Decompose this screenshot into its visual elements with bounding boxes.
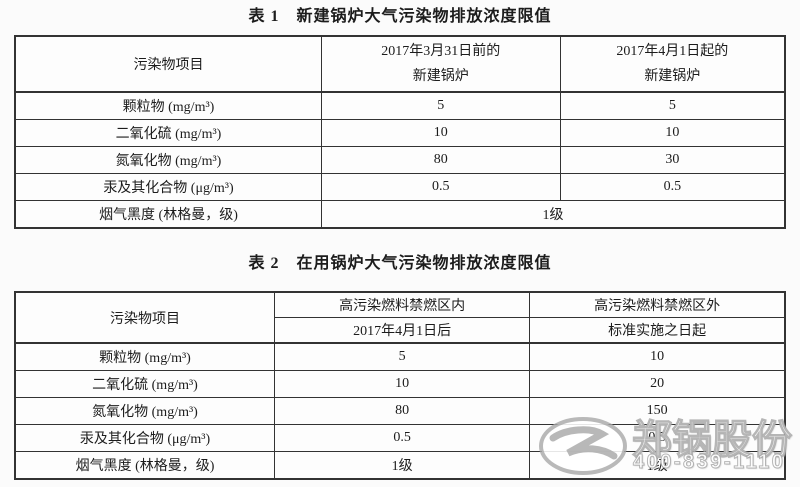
value-cell: 10 (559, 119, 786, 147)
value-cell: 5 (320, 91, 561, 120)
value-cell: 1级 (273, 451, 531, 480)
value-cell: 5 (559, 91, 786, 120)
table2-header-row1: 污染物项目 高污染燃料禁燃区内 高污染燃料禁燃区外 (14, 291, 786, 344)
header-line1: 2017年3月31日前的 (381, 44, 501, 59)
value-cell: 0.5 (273, 424, 531, 452)
table1-title: 表 1 新建锅炉大气污染物排放浓度限值 (248, 8, 552, 25)
value-cell: 80 (273, 397, 531, 425)
value-cell: 10 (273, 370, 531, 398)
pollutant-label: 二氧化硫 (mg/m³) (14, 119, 322, 147)
table2-header-inside-date: 2017年4月1日后 (273, 317, 531, 344)
pollutant-label: 汞及其化合物 (μg/m³) (14, 424, 275, 452)
table-row: 汞及其化合物 (μg/m³) 0.5 0.5 (14, 424, 786, 452)
table1-header-after: 2017年4月1日起的 新建锅炉 (559, 35, 786, 93)
table1-header-pollutant: 污染物项目 (14, 35, 322, 93)
pollutant-label: 烟气黑度 (林格曼，级) (14, 451, 275, 480)
value-cell: 0.5 (320, 173, 561, 201)
table-row: 颗粒物 (mg/m³) 5 5 (14, 91, 786, 120)
table1: 污染物项目 2017年3月31日前的 新建锅炉 2017年4月1日起的 新建锅炉… (14, 35, 786, 229)
value-cell: 150 (529, 397, 786, 425)
table2-header-outside-date: 标准实施之日起 (529, 317, 786, 344)
table-row: 二氧化硫 (mg/m³) 10 10 (14, 119, 786, 147)
table1-header-row: 污染物项目 2017年3月31日前的 新建锅炉 2017年4月1日起的 新建锅炉 (14, 35, 786, 93)
table-row: 氮氧化物 (mg/m³) 80 30 (14, 146, 786, 174)
table1-header-before: 2017年3月31日前的 新建锅炉 (320, 35, 561, 93)
table2-header-inside-zone: 高污染燃料禁燃区内 (273, 291, 531, 318)
table2: 污染物项目 高污染燃料禁燃区内 高污染燃料禁燃区外 2017年4月1日后 标准实… (14, 291, 786, 480)
pollutant-label: 烟气黑度 (林格曼，级) (14, 200, 322, 229)
table-row: 二氧化硫 (mg/m³) 10 20 (14, 370, 786, 398)
value-cell-span: 1级 (320, 200, 786, 229)
value-cell: 0.5 (529, 424, 786, 452)
table-row: 颗粒物 (mg/m³) 5 10 (14, 342, 786, 371)
table-row: 汞及其化合物 (μg/m³) 0.5 0.5 (14, 173, 786, 201)
pollutant-label: 汞及其化合物 (μg/m³) (14, 173, 322, 201)
table2-header-pollutant: 污染物项目 (14, 291, 275, 344)
header-line2: 新建锅炉 (412, 69, 469, 84)
table2-header-outside-zone: 高污染燃料禁燃区外 (529, 291, 786, 318)
table2-header-row2: 2017年4月1日后 标准实施之日起 (15, 317, 786, 344)
pollutant-label: 氮氧化物 (mg/m³) (14, 146, 322, 174)
header-line1: 2017年4月1日起的 (616, 44, 729, 59)
value-cell: 1级 (529, 451, 786, 480)
table2-title: 表 2 在用锅炉大气污染物排放浓度限值 (248, 255, 552, 272)
value-cell: 20 (529, 370, 786, 398)
value-cell: 10 (529, 342, 786, 371)
pollutant-label: 颗粒物 (mg/m³) (14, 91, 322, 120)
pollutant-label: 颗粒物 (mg/m³) (14, 342, 275, 371)
value-cell: 5 (273, 342, 531, 371)
value-cell: 80 (320, 146, 561, 174)
pollutant-label: 二氧化硫 (mg/m³) (14, 370, 275, 398)
table-row: 烟气黑度 (林格曼，级) 1级 (14, 200, 786, 229)
table-row: 烟气黑度 (林格曼，级) 1级 1级 (14, 451, 786, 480)
table-row: 氮氧化物 (mg/m³) 80 150 (14, 397, 786, 425)
value-cell: 30 (559, 146, 786, 174)
pollutant-label: 氮氧化物 (mg/m³) (14, 397, 275, 425)
value-cell: 0.5 (559, 173, 786, 201)
value-cell: 10 (320, 119, 561, 147)
header-line2: 新建锅炉 (644, 69, 701, 84)
